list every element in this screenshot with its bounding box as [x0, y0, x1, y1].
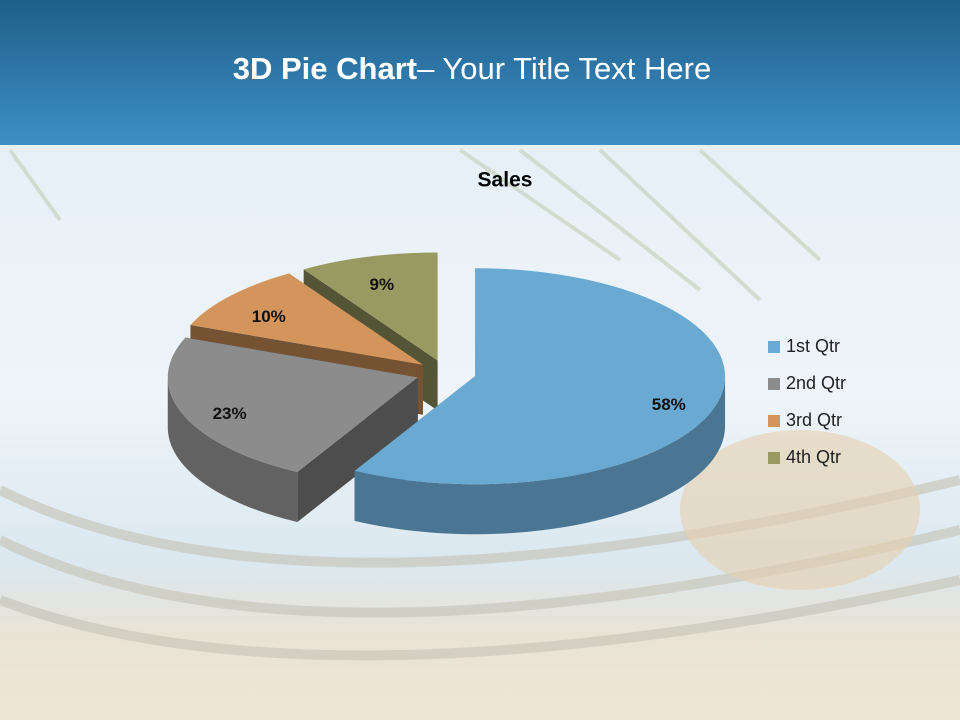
legend-swatch: [768, 415, 780, 427]
legend: 1st Qtr 2nd Qtr 3rd Qtr 4th Qtr: [768, 336, 846, 467]
data-label: 23%: [213, 404, 247, 423]
slice: 23%: [167, 337, 418, 523]
slice-side: [167, 377, 298, 523]
data-label: 58%: [652, 395, 686, 414]
legend-label: 2nd Qtr: [786, 373, 846, 393]
slice-side: [354, 376, 726, 535]
slice-top: [354, 268, 726, 485]
slice-top: [190, 273, 423, 365]
palm-leaves: [8, 148, 822, 302]
chart-title: Sales: [478, 169, 533, 192]
slice: 58%: [354, 268, 726, 535]
legend-swatch: [768, 378, 780, 390]
legend-swatch: [768, 341, 780, 353]
slide-title-rest: – Your Title Text Here: [417, 51, 711, 86]
slice-top: [167, 337, 418, 473]
legend-label: 4th Qtr: [786, 447, 841, 467]
header-bar: [0, 0, 960, 145]
slide-title: 3D Pie Chart– Your Title Text Here: [233, 51, 711, 86]
legend-label: 3rd Qtr: [786, 410, 842, 430]
slide-title-bold: 3D Pie Chart: [233, 51, 417, 86]
data-label: 9%: [370, 275, 395, 294]
legend-label: 1st Qtr: [786, 336, 840, 356]
data-label: 10%: [252, 307, 286, 326]
pie: 9% 10% 23% 58%: [167, 252, 726, 535]
slice-top: [303, 252, 438, 361]
hat: [680, 430, 920, 590]
legend-swatch: [768, 452, 780, 464]
